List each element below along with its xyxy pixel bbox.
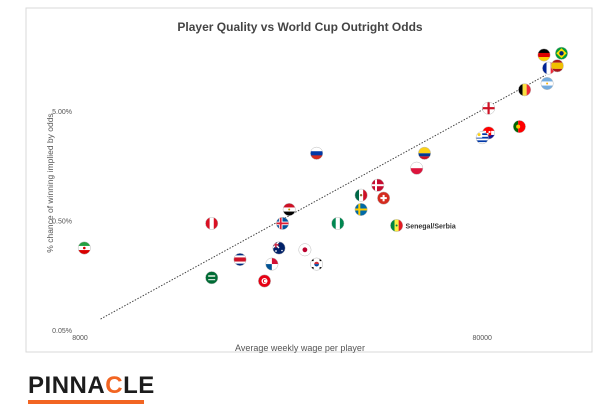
data-point-argentina	[540, 77, 554, 90]
scatter-chart: 0.05% 0.50% 5.00% 8000 80000 Senegal/Serbia	[25, 7, 593, 353]
data-point-costa-rica	[233, 253, 247, 266]
data-point-belgium	[518, 83, 532, 97]
data-point-brazil	[555, 46, 568, 60]
x-axis-label: Average weekly wage per player	[235, 343, 365, 353]
data-point-switzerland	[377, 191, 391, 205]
data-point-nigeria	[331, 216, 345, 230]
logo-wordmark: PINNACLE	[28, 372, 155, 399]
data-point-colombia	[418, 146, 431, 160]
data-point-iran	[77, 241, 91, 255]
data-point-australia	[272, 241, 286, 255]
y-tick-label: 0.05%	[52, 328, 72, 335]
y-axis-label: % chance of winning implied by odds	[45, 113, 55, 253]
data-point-denmark	[371, 178, 385, 192]
data-point-tunisia	[258, 274, 271, 288]
chart-border	[25, 7, 593, 353]
data-point-russia	[310, 146, 324, 160]
data-point-saudi-arabia	[205, 271, 219, 285]
logo-accent-bar	[28, 400, 144, 404]
annotation-layer: Senegal/Serbia	[406, 223, 456, 230]
trendline	[100, 74, 546, 320]
data-point-iceland	[276, 216, 289, 230]
data-point-england	[482, 101, 496, 115]
data-point-sweden	[354, 203, 368, 216]
y-tick-label: 5.00%	[52, 109, 72, 116]
data-point-peru	[205, 216, 219, 230]
points-layer	[77, 46, 568, 288]
data-point-portugal	[512, 120, 526, 134]
pinnacle-logo: PINNACLE	[28, 372, 158, 406]
data-point-poland	[410, 161, 424, 175]
y-tick-label: 0.50%	[52, 218, 72, 225]
data-point-panama	[265, 257, 279, 271]
data-point-uruguay	[475, 131, 489, 145]
data-point-germany	[537, 48, 551, 62]
chart-title: Player Quality vs World Cup Outright Odd…	[177, 20, 423, 34]
x-tick-label: 8000	[72, 335, 88, 342]
data-point-mexico	[354, 188, 368, 202]
axes: 0.05% 0.50% 5.00% 8000 80000	[25, 7, 593, 353]
trendline-layer	[100, 74, 546, 320]
data-point-senegal-serbia	[390, 219, 404, 232]
annotation-label: Senegal/Serbia	[406, 223, 456, 230]
data-point-spain	[550, 59, 564, 73]
x-tick-label: 80000	[472, 335, 492, 342]
data-point-south-korea	[310, 257, 324, 271]
data-point-japan	[298, 243, 312, 257]
data-point-egypt	[282, 203, 296, 216]
